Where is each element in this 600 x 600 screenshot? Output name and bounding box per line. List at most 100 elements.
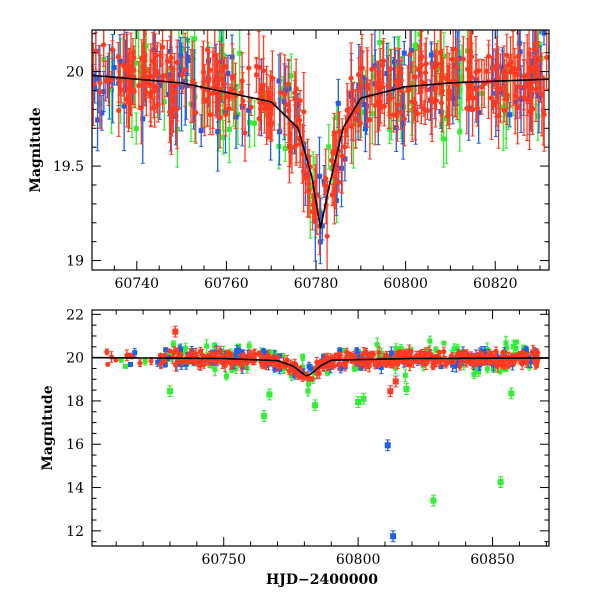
data-point	[246, 33, 252, 103]
data-point	[353, 89, 359, 149]
data-point	[133, 112, 139, 145]
outlier-point	[390, 530, 397, 543]
data-point	[256, 101, 262, 136]
data-point	[387, 49, 394, 89]
data-point	[193, 347, 199, 360]
bottom-panel-axes: 60750 60800 60850 12 14 16 18 20 22	[66, 307, 549, 568]
data-point	[162, 352, 168, 358]
data-point	[181, 359, 187, 365]
outlier-point	[355, 396, 362, 408]
outlier-point	[497, 476, 504, 489]
data-point	[424, 101, 431, 121]
data-point	[104, 348, 110, 356]
data-point	[374, 61, 380, 106]
data-point	[222, 359, 228, 373]
data-point	[495, 82, 502, 149]
data-point	[367, 79, 373, 160]
data-point	[331, 363, 337, 369]
x-tick-label: 60740	[115, 276, 160, 292]
data-point	[246, 341, 252, 351]
data-point	[197, 346, 203, 357]
data-point	[167, 348, 173, 354]
data-point	[174, 39, 180, 86]
data-point	[179, 42, 185, 132]
data-point	[512, 48, 518, 101]
data-point	[326, 124, 332, 170]
data-point	[179, 56, 185, 93]
data-point	[238, 79, 244, 106]
data-point	[418, 31, 425, 82]
data-point	[220, 120, 226, 155]
data-point	[400, 349, 406, 356]
data-point	[523, 352, 529, 358]
outlier-point	[312, 399, 319, 412]
data-point	[506, 56, 512, 74]
data-point	[109, 40, 116, 60]
data-point	[201, 358, 207, 369]
outlier-point	[430, 494, 437, 507]
data-point	[414, 104, 421, 123]
data-point	[229, 79, 235, 99]
data-point	[526, 78, 532, 95]
data-point	[293, 125, 299, 166]
y-tick-label: 18	[66, 394, 84, 410]
data-point	[252, 356, 258, 365]
data-point	[441, 346, 447, 357]
data-point	[395, 70, 401, 101]
data-point	[113, 357, 119, 363]
data-point	[261, 83, 268, 134]
data-point	[300, 353, 306, 361]
x-tick-label: 60800	[336, 552, 381, 568]
bottom-panel-xlabel: HJD−2400000	[266, 572, 378, 588]
data-point	[226, 94, 232, 123]
data-point	[124, 33, 130, 104]
data-point	[204, 339, 210, 353]
data-point	[460, 36, 466, 82]
outlier-point	[234, 345, 241, 358]
data-point	[369, 33, 375, 106]
y-tick-label: 20	[66, 351, 84, 367]
outlier-point	[392, 375, 399, 388]
data-point	[381, 86, 387, 127]
top-panel-data	[92, 30, 549, 270]
outlier-point	[172, 325, 179, 338]
data-point	[354, 347, 360, 355]
data-point	[301, 71, 307, 152]
data-point	[405, 65, 411, 116]
data-point	[122, 363, 128, 369]
data-point	[190, 40, 196, 123]
data-point	[242, 103, 248, 162]
data-point	[116, 84, 122, 137]
data-point	[293, 58, 299, 119]
bottom-panel-frame	[91, 309, 550, 547]
y-tick-label: 19.5	[53, 159, 84, 175]
y-tick-label: 16	[66, 437, 84, 453]
x-tick-label: 60750	[201, 552, 246, 568]
data-point	[324, 354, 330, 360]
data-point	[535, 348, 541, 357]
data-point	[507, 36, 514, 108]
data-point	[248, 98, 254, 116]
data-point	[440, 57, 446, 97]
data-point	[368, 350, 374, 358]
data-point	[484, 364, 490, 374]
data-point	[182, 32, 188, 108]
data-point	[118, 76, 124, 104]
data-point	[401, 40, 407, 66]
bottom-panel-data	[92, 325, 549, 543]
x-tick-label: 60800	[383, 276, 428, 292]
data-point	[217, 345, 223, 358]
data-point	[158, 358, 164, 370]
top-panel-axes: 60740 60760 60780 60800 60820 19 19.5 20	[53, 30, 549, 292]
data-point	[106, 44, 112, 120]
data-point	[157, 352, 164, 358]
data-point	[331, 113, 337, 153]
data-point	[229, 43, 235, 111]
data-point	[347, 351, 353, 358]
top-panel-frame	[91, 29, 550, 271]
outlier-point	[360, 392, 367, 405]
data-point	[428, 62, 434, 135]
data-point	[474, 89, 481, 127]
data-point	[305, 385, 311, 397]
data-point	[99, 95, 105, 131]
